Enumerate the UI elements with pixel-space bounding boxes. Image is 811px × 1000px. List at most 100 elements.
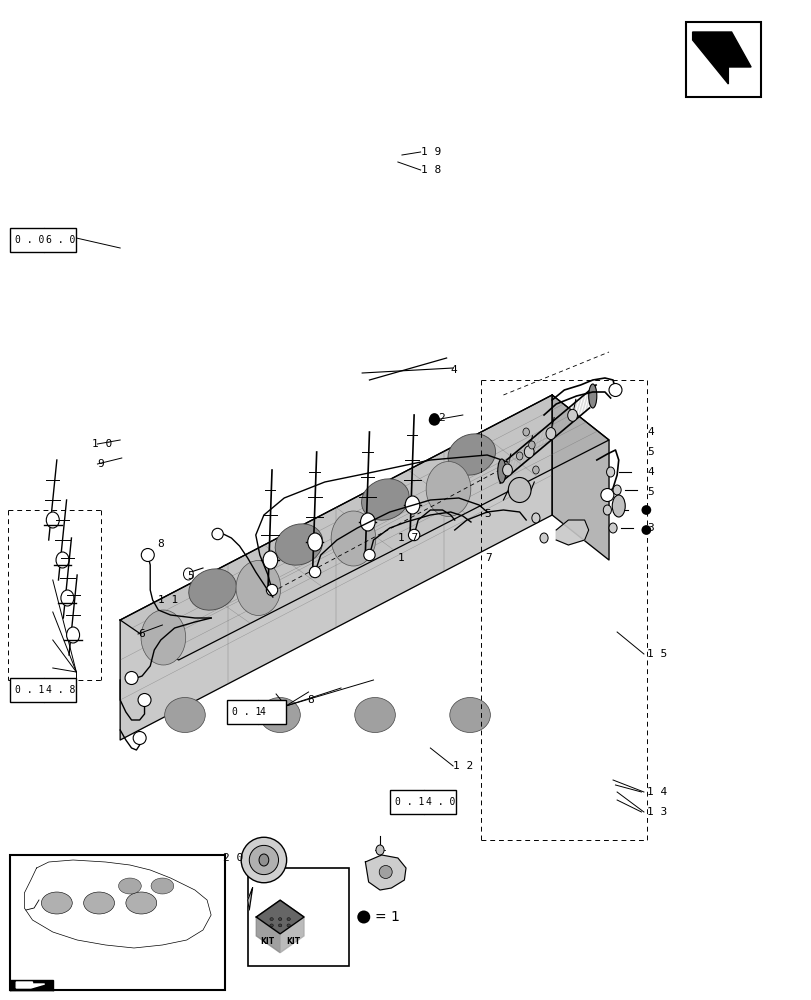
Text: 0 . 1: 0 . 1 [394, 797, 423, 807]
Text: 4 . 0: 4 . 0 [426, 797, 455, 807]
Ellipse shape [278, 918, 281, 921]
Text: 2: 2 [438, 413, 444, 423]
Ellipse shape [532, 466, 539, 474]
Circle shape [125, 672, 138, 684]
Ellipse shape [531, 513, 539, 523]
Polygon shape [120, 395, 608, 660]
Circle shape [249, 845, 278, 875]
Text: 5: 5 [187, 571, 193, 581]
Text: 4: 4 [646, 427, 653, 437]
Ellipse shape [611, 495, 624, 517]
Text: 4 . 8: 4 . 8 [46, 685, 75, 695]
Ellipse shape [260, 698, 300, 732]
Polygon shape [256, 917, 280, 953]
Polygon shape [247, 888, 252, 910]
Ellipse shape [567, 409, 577, 421]
Ellipse shape [259, 854, 268, 866]
Text: 6 . 0: 6 . 0 [46, 235, 75, 245]
Text: 8: 8 [307, 695, 313, 705]
Ellipse shape [405, 496, 419, 514]
Ellipse shape [502, 464, 512, 476]
Ellipse shape [236, 561, 281, 616]
Text: 3: 3 [646, 523, 653, 533]
Bar [389, 790, 456, 814]
Circle shape [241, 837, 286, 883]
Text: 1 0: 1 0 [92, 439, 112, 449]
Ellipse shape [61, 590, 74, 606]
Text: 4: 4 [450, 365, 457, 375]
Text: 1 4: 1 4 [646, 787, 667, 797]
Circle shape [363, 549, 375, 561]
Ellipse shape [354, 698, 395, 732]
Circle shape [429, 413, 439, 423]
Text: 1 9: 1 9 [420, 147, 440, 157]
Ellipse shape [307, 533, 322, 551]
Ellipse shape [56, 552, 69, 568]
Circle shape [408, 529, 419, 541]
Text: 9: 9 [97, 459, 104, 469]
Text: 5: 5 [646, 447, 653, 457]
Text: 8: 8 [157, 539, 164, 549]
Polygon shape [12, 982, 47, 989]
Text: 0 . 0: 0 . 0 [15, 235, 44, 245]
Circle shape [641, 525, 650, 535]
Polygon shape [280, 917, 303, 953]
Text: 0 . 1: 0 . 1 [232, 707, 261, 717]
Text: 7: 7 [485, 553, 491, 563]
Polygon shape [10, 980, 53, 990]
Circle shape [133, 732, 146, 744]
Circle shape [141, 549, 154, 561]
Ellipse shape [426, 462, 470, 516]
Ellipse shape [608, 523, 616, 533]
Text: 4: 4 [646, 467, 653, 477]
Text: 4: 4 [260, 707, 265, 717]
Polygon shape [24, 860, 211, 948]
Ellipse shape [41, 892, 72, 914]
Ellipse shape [151, 878, 174, 894]
Circle shape [138, 694, 151, 706]
Text: 1 2: 1 2 [453, 761, 473, 771]
Ellipse shape [497, 459, 505, 483]
Circle shape [357, 911, 370, 923]
Ellipse shape [449, 698, 490, 732]
Text: 5: 5 [483, 509, 490, 519]
Ellipse shape [67, 627, 79, 643]
Ellipse shape [118, 878, 141, 894]
Ellipse shape [331, 511, 375, 566]
Ellipse shape [269, 918, 273, 921]
Ellipse shape [603, 505, 611, 515]
Ellipse shape [286, 924, 290, 927]
Circle shape [641, 505, 650, 515]
Ellipse shape [269, 924, 273, 927]
Bar [685, 22, 760, 97]
Text: 1 1: 1 1 [157, 595, 178, 605]
Ellipse shape [516, 452, 522, 460]
Circle shape [428, 414, 440, 426]
Polygon shape [120, 395, 551, 740]
Text: 5: 5 [646, 487, 653, 497]
Bar [10, 228, 76, 252]
Polygon shape [365, 855, 406, 890]
Text: 0 . 1: 0 . 1 [15, 685, 44, 695]
Text: 1: 1 [397, 553, 404, 563]
Ellipse shape [188, 569, 236, 610]
Ellipse shape [612, 485, 620, 495]
Ellipse shape [165, 698, 205, 732]
Bar [247, 868, 349, 966]
Polygon shape [256, 900, 303, 934]
Text: = 1: = 1 [375, 910, 400, 924]
Ellipse shape [126, 892, 157, 914]
Ellipse shape [524, 446, 534, 458]
Ellipse shape [141, 610, 186, 665]
Circle shape [266, 584, 277, 596]
Ellipse shape [361, 479, 409, 520]
Text: KIT: KIT [285, 937, 300, 946]
Polygon shape [551, 395, 608, 560]
Circle shape [212, 528, 223, 540]
Ellipse shape [84, 892, 114, 914]
Bar [10, 855, 225, 990]
Polygon shape [556, 520, 588, 545]
Ellipse shape [263, 551, 277, 569]
Ellipse shape [360, 513, 375, 531]
Ellipse shape [508, 478, 530, 502]
